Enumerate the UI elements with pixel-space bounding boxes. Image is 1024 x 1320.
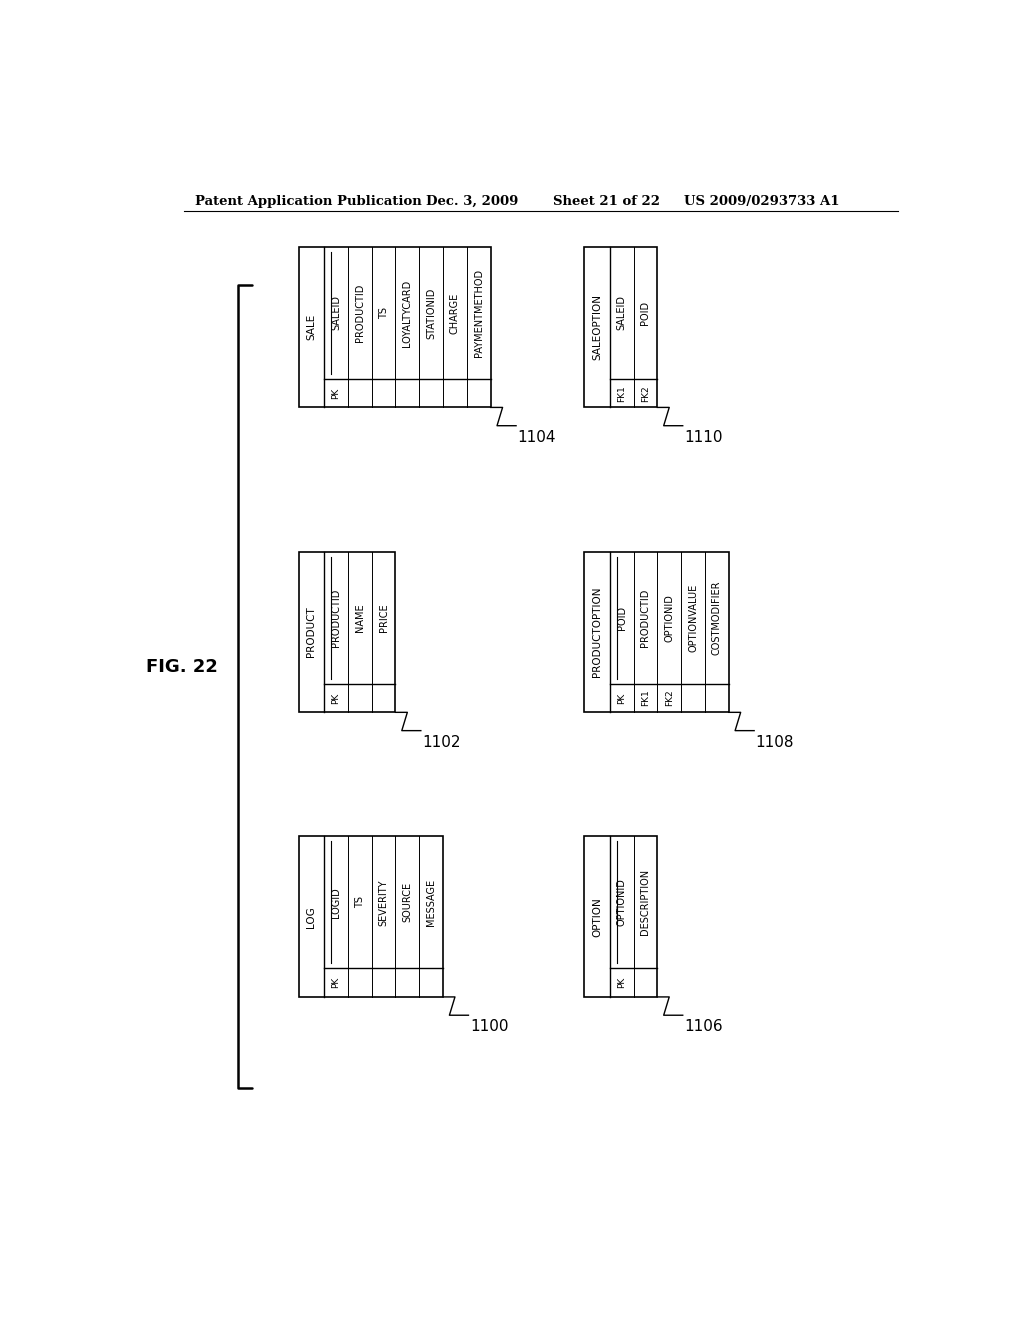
Text: SOURCE: SOURCE bbox=[402, 882, 413, 923]
Text: 1100: 1100 bbox=[470, 1019, 509, 1035]
Bar bbox=[299, 837, 443, 997]
Text: 1104: 1104 bbox=[518, 430, 556, 445]
Bar bbox=[585, 552, 729, 713]
Text: FK2: FK2 bbox=[665, 690, 674, 706]
Text: DESCRIPTION: DESCRIPTION bbox=[640, 870, 650, 936]
Text: PRODUCTOPTION: PRODUCTOPTION bbox=[592, 587, 602, 677]
Text: PRODUCTID: PRODUCTID bbox=[331, 589, 341, 647]
Bar bbox=[299, 247, 490, 408]
Text: LOGID: LOGID bbox=[331, 887, 341, 917]
Text: PK: PK bbox=[617, 693, 626, 704]
Text: POID: POID bbox=[616, 606, 627, 630]
Text: FK2: FK2 bbox=[641, 385, 650, 401]
Text: PK: PK bbox=[332, 977, 340, 989]
Text: US 2009/0293733 A1: US 2009/0293733 A1 bbox=[684, 195, 839, 209]
Text: SALEID: SALEID bbox=[616, 296, 627, 330]
Text: PRODUCT: PRODUCT bbox=[306, 607, 316, 657]
Text: MESSAGE: MESSAGE bbox=[426, 879, 436, 925]
Text: 1110: 1110 bbox=[684, 430, 723, 445]
Text: Sheet 21 of 22: Sheet 21 of 22 bbox=[553, 195, 659, 209]
Text: STATIONID: STATIONID bbox=[426, 288, 436, 339]
Text: FK1: FK1 bbox=[617, 385, 626, 401]
Text: TS: TS bbox=[354, 896, 365, 908]
Text: FIG. 22: FIG. 22 bbox=[146, 657, 218, 676]
Text: PRODUCTID: PRODUCTID bbox=[640, 589, 650, 647]
Text: LOYALTYCARD: LOYALTYCARD bbox=[402, 280, 413, 347]
Text: 1108: 1108 bbox=[756, 735, 795, 750]
Text: OPTIONVALUE: OPTIONVALUE bbox=[688, 583, 698, 652]
Text: OPTION: OPTION bbox=[592, 896, 602, 936]
Text: PK: PK bbox=[332, 388, 340, 399]
Text: PRODUCTID: PRODUCTID bbox=[354, 284, 365, 342]
Text: SALE: SALE bbox=[306, 314, 316, 341]
Bar bbox=[585, 837, 657, 997]
Text: PAYMENTMETHOD: PAYMENTMETHOD bbox=[474, 269, 483, 356]
Bar bbox=[299, 552, 395, 713]
Text: 1102: 1102 bbox=[423, 735, 461, 750]
Text: SEVERITY: SEVERITY bbox=[379, 879, 388, 925]
Text: NAME: NAME bbox=[354, 603, 365, 632]
Text: PRICE: PRICE bbox=[379, 603, 388, 632]
Text: OPTIONID: OPTIONID bbox=[616, 879, 627, 927]
Text: PK: PK bbox=[332, 693, 340, 704]
Text: SALEOPTION: SALEOPTION bbox=[592, 294, 602, 360]
Text: Patent Application Publication: Patent Application Publication bbox=[196, 195, 422, 209]
Text: LOG: LOG bbox=[306, 906, 316, 928]
Text: OPTIONID: OPTIONID bbox=[665, 594, 674, 642]
Text: TS: TS bbox=[379, 306, 388, 319]
Text: SALEID: SALEID bbox=[331, 296, 341, 330]
Text: COSTMODIFIER: COSTMODIFIER bbox=[712, 581, 722, 655]
Text: CHARGE: CHARGE bbox=[450, 292, 460, 334]
Text: PK: PK bbox=[617, 977, 626, 989]
Text: 1106: 1106 bbox=[684, 1019, 723, 1035]
Text: Dec. 3, 2009: Dec. 3, 2009 bbox=[426, 195, 518, 209]
Bar bbox=[585, 247, 657, 408]
Text: FK1: FK1 bbox=[641, 690, 650, 706]
Text: POID: POID bbox=[640, 301, 650, 325]
